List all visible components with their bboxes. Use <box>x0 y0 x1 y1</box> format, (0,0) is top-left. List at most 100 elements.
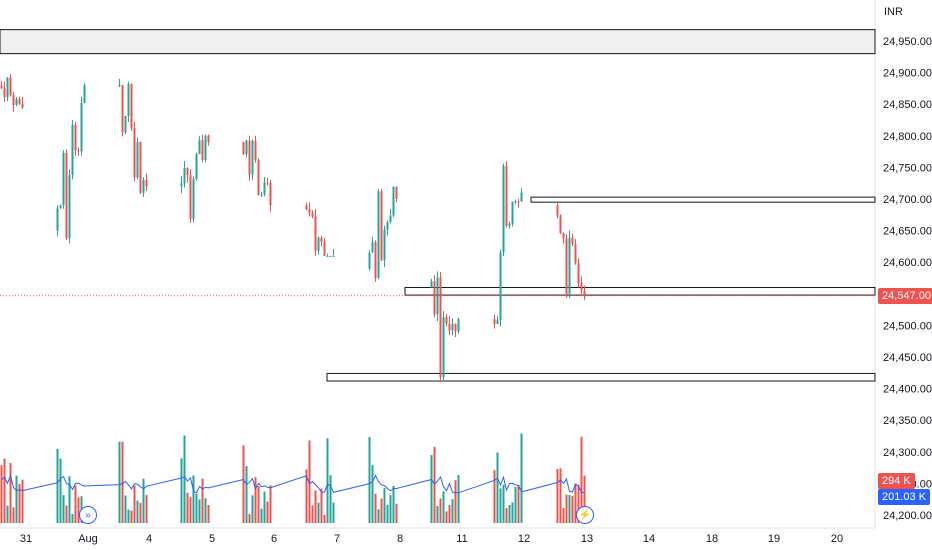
time-tick-label: 5 <box>209 533 215 545</box>
candle-body <box>508 224 511 226</box>
volume-bar <box>263 491 266 523</box>
volume-bar <box>580 436 583 523</box>
volume-bar <box>251 495 254 523</box>
candle-body <box>329 255 332 257</box>
candle-body <box>562 233 565 239</box>
volume-bar <box>308 440 311 523</box>
volume-bar <box>380 498 383 523</box>
candle-body <box>565 238 568 296</box>
time-tick-label: 18 <box>706 533 718 545</box>
candle-body <box>371 242 374 253</box>
volume-bar <box>204 498 207 523</box>
volume-bar <box>517 484 520 523</box>
volume-bar <box>266 501 269 523</box>
candle-body <box>311 212 314 217</box>
last-price-badge: 24,547.00 <box>878 287 932 304</box>
candle-body <box>386 222 389 230</box>
volume-bar <box>127 509 130 523</box>
currency-label: INR <box>884 6 903 18</box>
volume-bar <box>9 462 12 523</box>
candle-body <box>204 135 207 160</box>
candle-body <box>320 237 323 242</box>
candle-body <box>139 142 142 193</box>
volume-bar <box>118 441 121 523</box>
volume-bar <box>562 507 565 523</box>
volume-bar <box>448 505 451 523</box>
candle-body <box>15 99 18 105</box>
volume-bar <box>56 448 59 523</box>
lightning-icon[interactable]: ⚡ <box>576 506 594 524</box>
volume-bar <box>311 505 314 523</box>
volume-bar <box>145 495 148 523</box>
volume-bar <box>511 502 514 523</box>
volume-bar <box>556 469 559 523</box>
volume-bar <box>189 497 192 523</box>
candle-body <box>251 140 254 175</box>
volume-bar <box>329 475 332 523</box>
candle-body <box>305 205 308 210</box>
volume-bar <box>454 480 457 523</box>
candle-body <box>56 208 59 231</box>
candle-body <box>383 229 386 261</box>
candle-body <box>21 103 24 108</box>
candle-body <box>445 317 448 324</box>
volume-bar <box>257 486 260 523</box>
candle-body <box>121 85 124 133</box>
candle-body <box>314 216 317 251</box>
candle-body <box>308 209 311 213</box>
candle-body <box>439 277 442 378</box>
volume-bar <box>565 494 568 523</box>
price-tick-label: 24,450.00 <box>883 352 932 364</box>
volume-bar <box>314 490 317 523</box>
volume-bar <box>395 503 398 523</box>
candle-body <box>71 124 74 176</box>
volume-bar <box>389 495 392 523</box>
candle-body <box>136 142 139 178</box>
candle-body <box>517 201 520 203</box>
price-tick-label: 24,850.00 <box>883 99 932 111</box>
volume-bar <box>386 504 389 523</box>
price-tick-label: 24,400.00 <box>883 384 932 396</box>
volume-bar <box>332 502 335 523</box>
volume-bar <box>574 483 577 523</box>
volume-bar <box>198 499 201 523</box>
candle-body <box>374 242 377 279</box>
candle-body <box>499 252 502 320</box>
candle-body <box>433 281 436 315</box>
time-tick-label: 6 <box>271 533 277 545</box>
candle-body <box>192 179 195 220</box>
volume-badge: 294 K <box>878 473 915 489</box>
candle-body <box>245 140 248 155</box>
candle-body <box>195 153 198 180</box>
candle-body <box>133 127 136 178</box>
volume-bar <box>374 493 377 523</box>
price-tick-label: 24,600.00 <box>883 257 932 269</box>
candle-body <box>65 152 68 239</box>
candle-body <box>207 135 210 143</box>
volume-bar <box>142 478 145 523</box>
volume-bar <box>183 435 186 523</box>
candle-body <box>505 166 508 226</box>
zone-box <box>0 29 876 55</box>
time-tick-label: 13 <box>581 533 593 545</box>
volume-bar <box>445 511 448 523</box>
volume-bar <box>68 476 71 523</box>
volume-bar <box>457 475 460 523</box>
candle-body <box>583 290 586 296</box>
candle-body <box>520 192 523 202</box>
double-chevron-right-icon[interactable]: » <box>79 506 97 524</box>
time-tick-label: 7 <box>334 533 340 545</box>
zone-box <box>530 196 876 203</box>
volume-bar <box>130 510 133 523</box>
candle-body <box>269 182 272 206</box>
candle-body <box>257 160 260 195</box>
volume-bar <box>21 479 24 523</box>
candle-body <box>436 277 439 315</box>
candle-body <box>254 140 257 161</box>
volume-bar <box>71 514 74 523</box>
volume-bar <box>305 469 308 523</box>
volume-bar <box>505 507 508 523</box>
price-tick-label: 24,950.00 <box>883 36 932 48</box>
time-tick-label: 14 <box>643 533 655 545</box>
